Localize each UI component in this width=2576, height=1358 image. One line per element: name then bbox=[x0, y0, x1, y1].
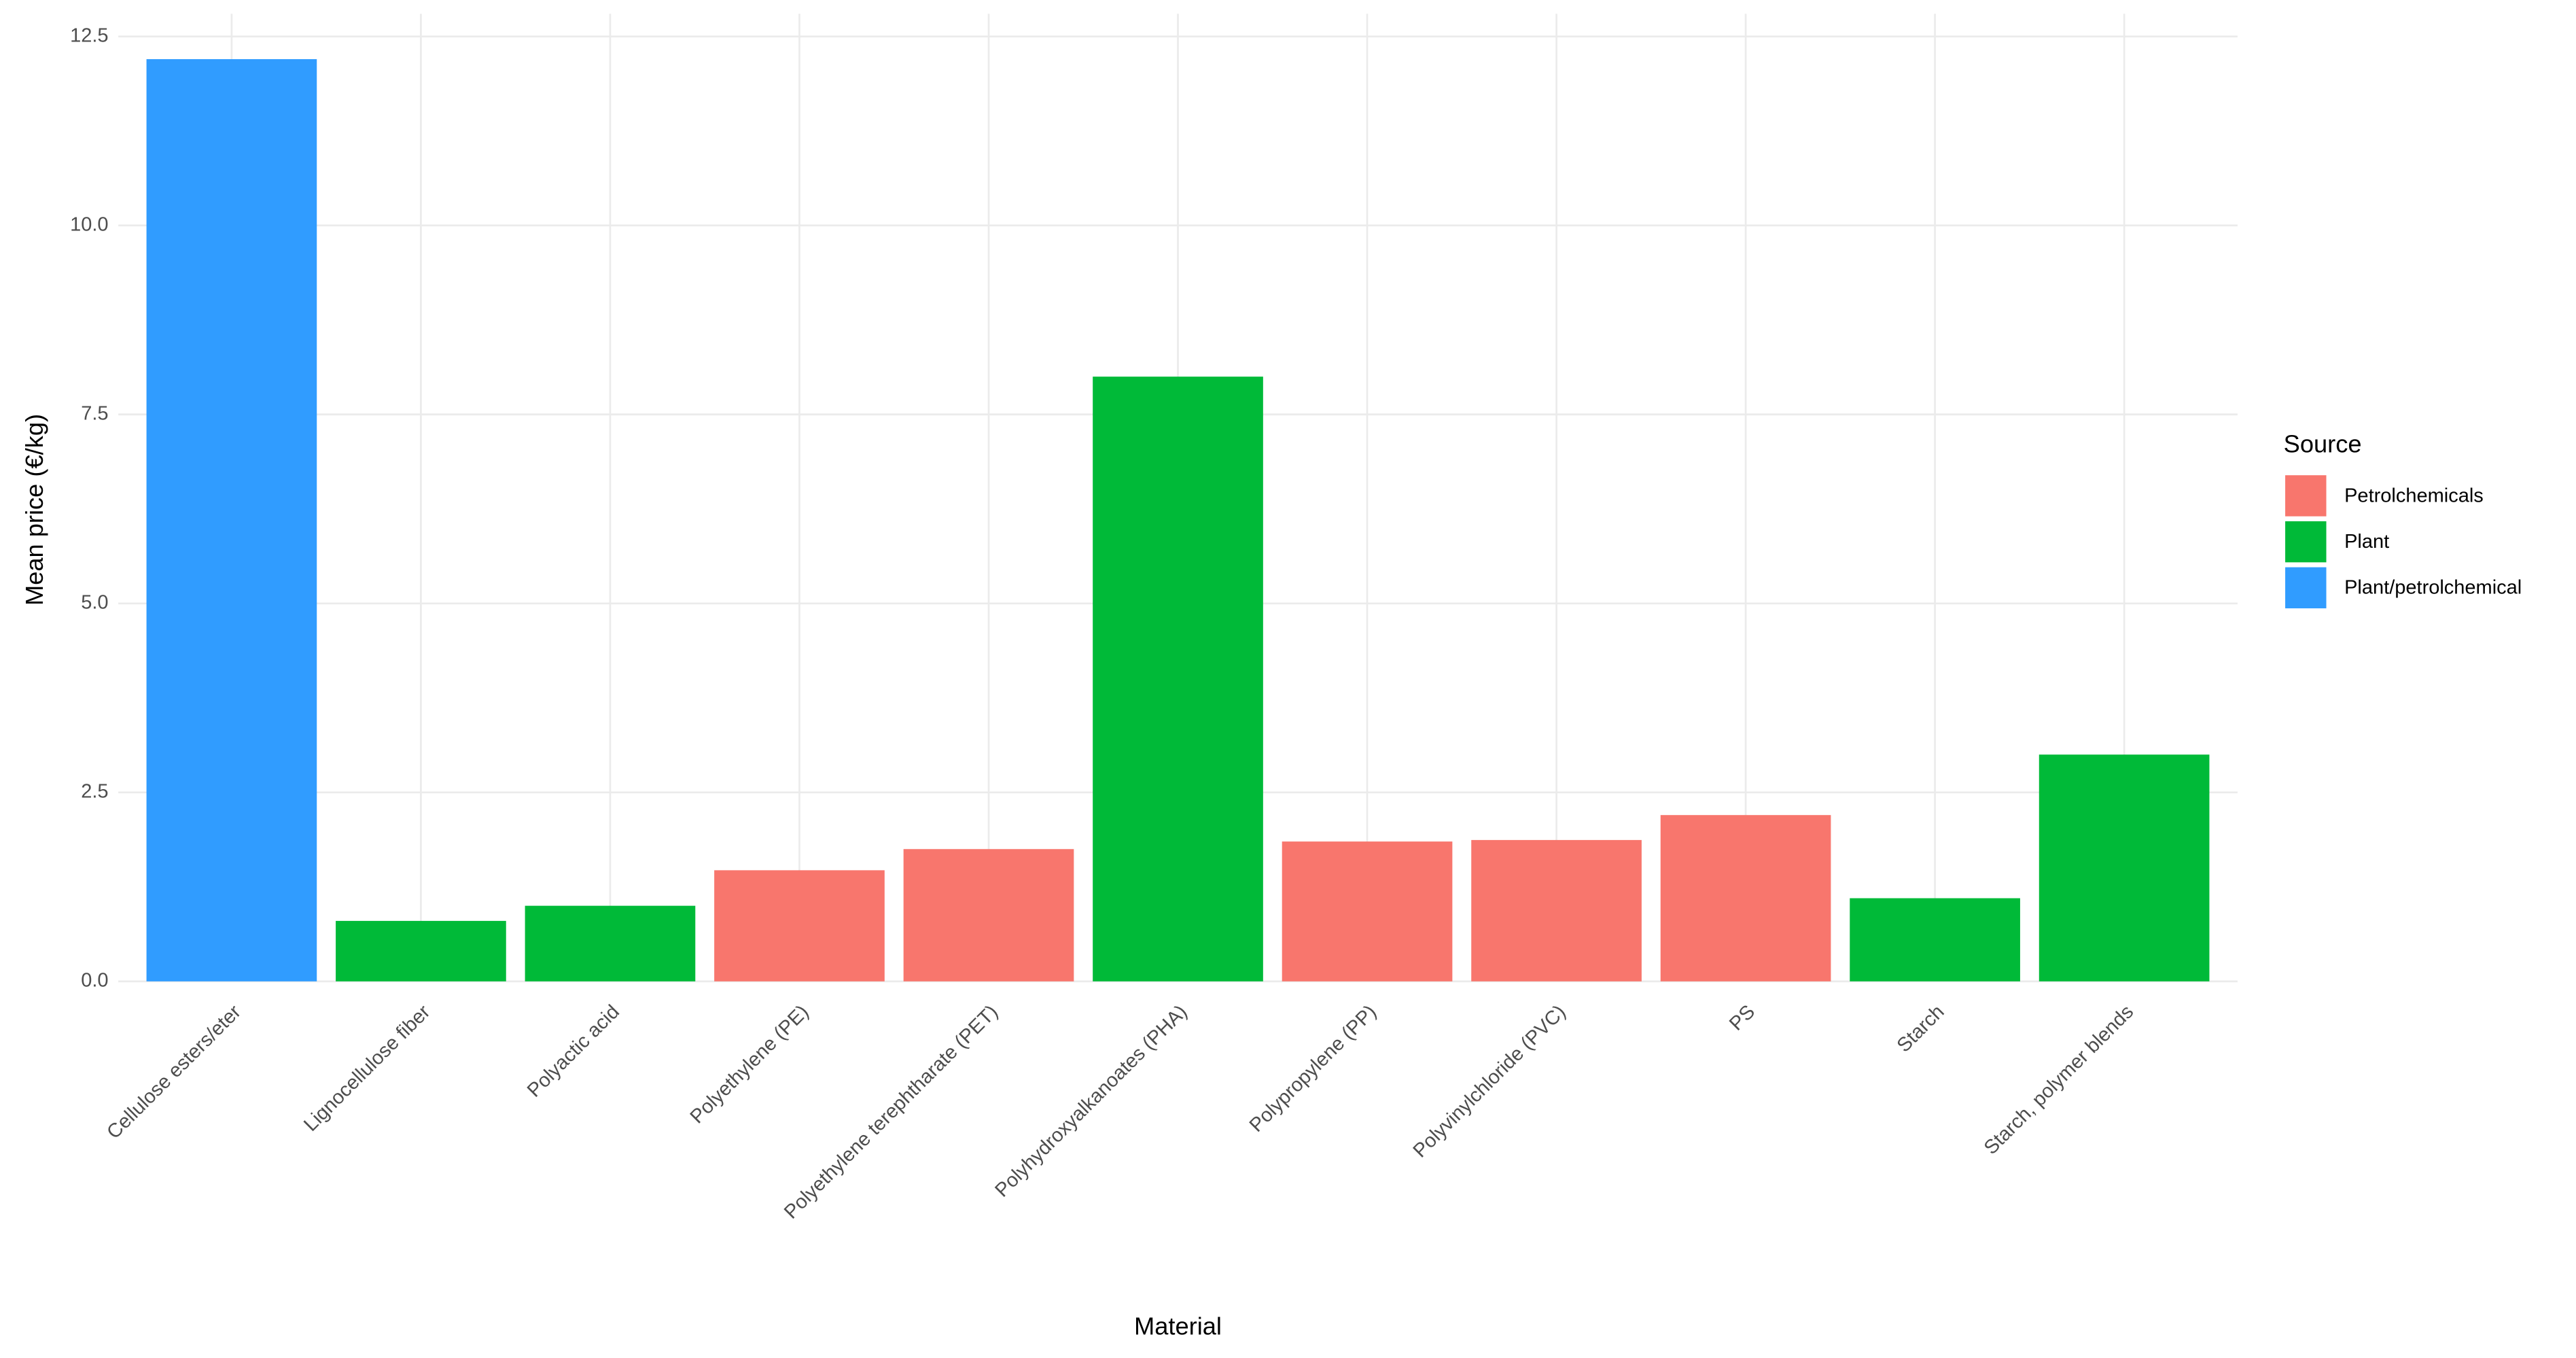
bar bbox=[1660, 815, 1831, 981]
x-axis-title: Material bbox=[1134, 1312, 1222, 1340]
legend-label: Petrolchemicals bbox=[2344, 485, 2484, 506]
bars bbox=[146, 59, 2210, 981]
x-tick-label: Starch, polymer blends bbox=[1980, 1001, 2138, 1159]
y-axis-title: Mean price (€/kg) bbox=[20, 414, 48, 606]
x-tick-label: PS bbox=[1725, 1001, 1759, 1035]
bar bbox=[714, 870, 885, 981]
bar bbox=[146, 59, 317, 981]
bar bbox=[1471, 839, 1642, 981]
x-tick-label: Polyhydroxyalkanoates (PHA) bbox=[991, 1001, 1192, 1202]
legend-title: Source bbox=[2284, 430, 2362, 457]
bar bbox=[336, 920, 506, 981]
legend-label: Plant/petrolchemical bbox=[2344, 577, 2522, 599]
legend-swatch bbox=[2285, 475, 2327, 517]
x-tick-label: Polyvinylchloride (PVC) bbox=[1409, 1001, 1570, 1162]
bar bbox=[903, 849, 1074, 981]
y-tick-label: 0.0 bbox=[81, 970, 108, 992]
bar bbox=[525, 905, 696, 981]
legend-label: Plant bbox=[2344, 531, 2389, 553]
grid bbox=[118, 14, 2238, 983]
x-tick-label: Starch bbox=[1893, 1001, 1949, 1057]
y-tick-label: 12.5 bbox=[70, 24, 108, 46]
labels: 0.0 2.5 5.0 7.5 10.0 12.5 Cellulose esters/ete… bbox=[70, 24, 2522, 1223]
x-tick-label: Lignocellulose fiber bbox=[300, 1000, 434, 1135]
x-tick-label: Cellulose esters/eter bbox=[103, 1000, 245, 1143]
x-tick-label: Polyactic acid bbox=[523, 1001, 624, 1102]
x-tick-label: Polypropylene (PP) bbox=[1246, 1001, 1381, 1136]
legend-swatch bbox=[2285, 567, 2327, 609]
y-tick-label: 5.0 bbox=[81, 591, 108, 613]
x-tick-label: Polyethylene terephtharate (PET) bbox=[780, 1001, 1002, 1223]
x-tick-label: Polyethylene (PE) bbox=[686, 1001, 813, 1128]
legend-swatch bbox=[2285, 521, 2327, 563]
bar bbox=[1093, 377, 1263, 981]
bar bbox=[2039, 754, 2210, 981]
bar bbox=[1282, 841, 1453, 981]
y-tick-label: 2.5 bbox=[81, 780, 108, 802]
y-tick-label: 10.0 bbox=[70, 213, 108, 235]
y-tick-label: 7.5 bbox=[81, 402, 108, 424]
bar bbox=[1850, 898, 2020, 981]
